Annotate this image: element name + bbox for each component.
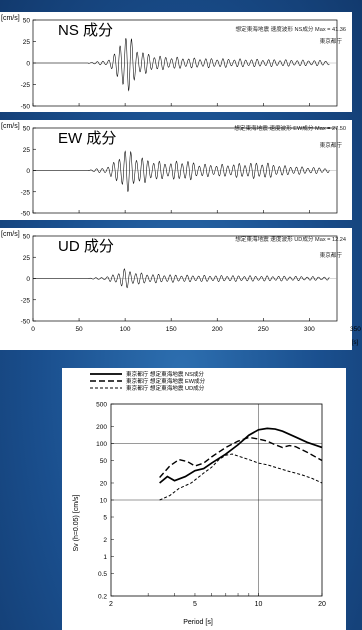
ns-note: 想定東海地震 速度波形 NS成分 Max = 41.36 <box>236 25 347 33</box>
ns-location: 東京都庁 <box>320 37 343 45</box>
y-tick-label: -50 <box>21 104 31 111</box>
y-tick-label: 0.5 <box>98 571 107 578</box>
x-tick-label: 250 <box>258 326 269 333</box>
ew-title: EW 成分 <box>58 130 116 147</box>
ns-unit-label: [cm/s] <box>1 15 20 22</box>
y-tick-label: 25 <box>23 255 31 262</box>
x-tick-label: 350 <box>350 326 361 333</box>
y-tick-label: 0 <box>26 61 30 68</box>
y-tick-label: 100 <box>96 441 107 448</box>
ud-panel: [cm/s] UD 成分 想定東海地震 速度波形 UD成分 Max = 12.2… <box>0 228 361 350</box>
x-tick-label: 150 <box>166 326 177 333</box>
y-tick-label: 50 <box>23 234 31 241</box>
response-spectrum-chart: Sv (h=0.05) [cm/s] Period [s] 2 5 10 20 500 2… <box>62 368 346 630</box>
y-tick-label: -50 <box>21 211 31 218</box>
ud-unit-label: [cm/s] <box>1 231 20 238</box>
y-tick-label: 50 <box>23 126 31 133</box>
y-tick-label: 0.2 <box>98 594 107 601</box>
response-spectrum-panel: Sv (h=0.05) [cm/s] Period [s] 2 5 10 20 500 2… <box>62 368 346 630</box>
x-tick-label: 200 <box>212 326 223 333</box>
x-tick-label: 50 <box>75 326 83 333</box>
legend-entry: 東京都庁 想定東海地震 UD成分 <box>126 384 205 392</box>
y-tick-label: -25 <box>21 297 31 304</box>
y-tick-label: 20 <box>100 480 108 487</box>
legend-entry: 東京都庁 想定東海地震 NS成分 <box>126 370 204 378</box>
y-tick-label: 1 <box>103 554 107 561</box>
ns-title: NS 成分 <box>58 22 113 39</box>
spectrum-ylabel: Sv (h=0.05) [cm/s] <box>73 494 80 551</box>
y-tick-label: 0 <box>26 276 30 283</box>
y-tick-label: 50 <box>100 458 108 465</box>
y-tick-label: 5 <box>103 515 107 522</box>
x-tick-label: 20 <box>318 601 326 608</box>
time-axis-unit: [s] <box>352 340 359 346</box>
x-tick-label: 10 <box>255 601 263 608</box>
y-tick-label: -25 <box>21 189 31 196</box>
y-tick-label: 25 <box>23 39 31 46</box>
ew-panel: [cm/s] EW 成分 想定東海地震 速度波形 EW成分 Max = 27.5… <box>0 120 352 220</box>
y-tick-label: 2 <box>103 537 107 544</box>
y-tick-label: 25 <box>23 147 31 154</box>
y-tick-label: 10 <box>100 498 108 505</box>
ns-panel: [cm/s] NS 成分 想定東海地震 速度波形 NS成分 Max = 41.3… <box>0 12 352 112</box>
x-tick-label: 100 <box>120 326 131 333</box>
ew-location: 東京都庁 <box>320 141 343 149</box>
x-tick-label: 2 <box>109 601 113 608</box>
y-tick-label: 200 <box>96 424 107 431</box>
x-tick-label: 5 <box>193 601 197 608</box>
y-tick-label: 0 <box>26 168 30 175</box>
ew-unit-label: [cm/s] <box>1 123 20 130</box>
y-tick-label: 500 <box>96 402 107 409</box>
waveform-charts: [cm/s] NS 成分 想定東海地震 速度波形 NS成分 Max = 41.3… <box>0 0 362 360</box>
ud-title: UD 成分 <box>58 238 114 255</box>
y-tick-label: -25 <box>21 82 31 89</box>
x-tick-label: 300 <box>304 326 315 333</box>
y-tick-label: -50 <box>21 319 31 326</box>
ud-location: 東京都庁 <box>320 251 343 259</box>
spectrum-series-0 <box>160 428 322 483</box>
x-tick-label: 0 <box>31 326 35 333</box>
y-tick-label: 50 <box>23 18 31 25</box>
spectrum-xlabel: Period [s] <box>183 619 213 626</box>
legend-entry: 東京都庁 想定東海地震 EW成分 <box>126 377 206 385</box>
